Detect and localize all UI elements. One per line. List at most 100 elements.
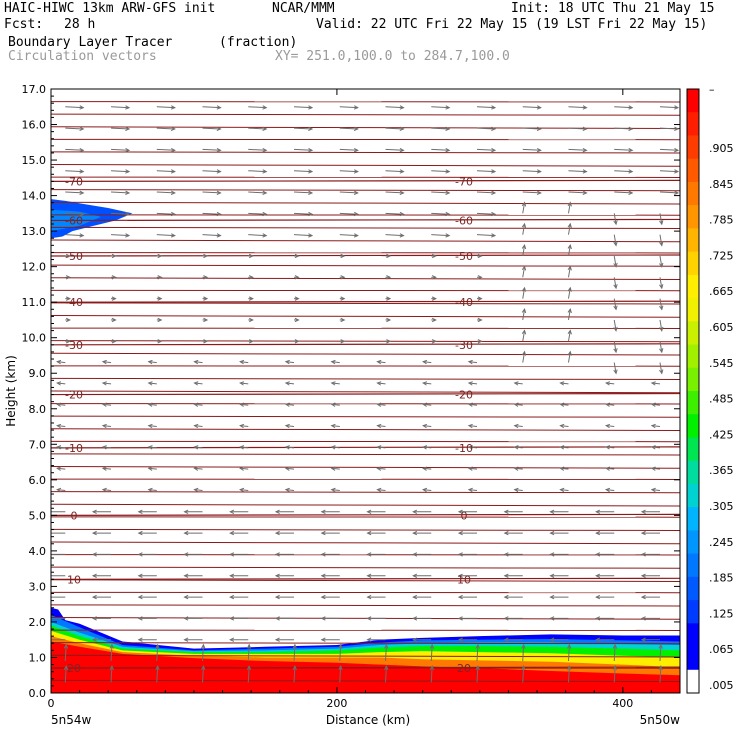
vector-arrowhead	[477, 339, 483, 344]
vector-arrowhead	[56, 381, 62, 386]
circulation-vector	[514, 425, 523, 428]
isotherm-line	[51, 164, 680, 167]
vector-arrowhead	[386, 296, 392, 301]
circulation-vector	[431, 191, 450, 194]
vector-arrowhead	[659, 241, 664, 247]
circulation-vector	[659, 277, 663, 289]
circulation-vector	[476, 666, 479, 683]
vector-arrowhead	[274, 573, 280, 578]
vector-arrowhead	[521, 329, 527, 335]
circulation-vector	[560, 467, 569, 470]
field-label: Boundary Layer Tracer	[8, 35, 173, 50]
vector-arrowhead	[467, 381, 473, 386]
vector-arrowhead	[308, 169, 314, 174]
circulation-vector	[385, 106, 404, 109]
vector-arrowhead	[125, 190, 131, 195]
circulation-vector	[614, 127, 633, 130]
vector-arrowhead	[399, 211, 405, 217]
circulation-vector	[385, 666, 387, 683]
circulation-vector	[613, 362, 617, 374]
circulation-vector	[247, 644, 250, 662]
vector-arrowhead	[386, 339, 392, 344]
vector-arrowhead	[445, 126, 451, 132]
vector-arrowhead	[659, 262, 664, 268]
circulation-vector	[285, 489, 295, 491]
vector-arrowhead	[429, 643, 435, 649]
circulation-vector	[240, 446, 249, 449]
circulation-vector	[423, 467, 432, 470]
circulation-vector	[293, 212, 313, 215]
vector-arrowhead	[284, 359, 290, 365]
vector-arrowhead	[262, 126, 268, 132]
vector-arrowhead	[366, 594, 372, 600]
y-tick-label: 7.0	[29, 438, 47, 451]
circulation-vector	[468, 489, 478, 491]
isotherm-line	[51, 277, 680, 281]
vector-arrowhead	[294, 317, 300, 323]
vector-arrowhead	[536, 105, 542, 110]
model-title: HAIC-HIWC 13km ARW-GFS init	[4, 1, 216, 16]
isotherm-line	[51, 340, 680, 343]
vector-arrowhead	[549, 594, 555, 600]
y-tick-label: 8.0	[29, 403, 47, 416]
circulation-vector	[606, 446, 615, 449]
circulation-vector	[431, 127, 450, 130]
circulation-vector	[614, 170, 633, 173]
vector-arrowhead	[101, 487, 107, 493]
isotherm-label: 10	[457, 573, 471, 586]
vector-arrowhead	[513, 445, 519, 450]
vector-arrowhead	[294, 339, 300, 344]
circulation-vector	[102, 382, 112, 385]
circulation-vector	[377, 446, 386, 449]
circulation-vector	[659, 644, 662, 662]
vector-arrowhead	[183, 530, 189, 536]
isotherm-line	[51, 390, 680, 394]
fcst-value: 28 h	[64, 17, 96, 32]
vector-arrowhead	[51, 638, 52, 642]
circulation-vector	[331, 446, 340, 449]
vector-arrowhead	[491, 211, 497, 217]
vector-arrowhead	[659, 220, 664, 226]
vector-arrowhead	[491, 105, 497, 110]
vector-arrowhead	[650, 466, 656, 471]
vector-arrowhead	[274, 637, 280, 642]
circulation-vector	[156, 644, 159, 662]
colorbar-swatch	[687, 460, 699, 485]
vector-arrowhead	[595, 616, 601, 621]
circulation-vector	[377, 425, 386, 428]
vector-arrowhead	[193, 445, 199, 450]
vector-arrowhead	[445, 190, 451, 195]
vector-arrowhead	[422, 402, 428, 407]
vector-arrowhead	[294, 275, 300, 280]
circulation-vector	[65, 106, 84, 109]
vector-arrowhead	[353, 211, 359, 217]
circulation-vector	[148, 382, 157, 385]
vector-arrowhead	[183, 616, 189, 621]
isotherm-line	[51, 528, 680, 531]
vector-arrowhead	[376, 402, 382, 407]
y-tick-label: 9.0	[29, 367, 47, 380]
vector-arrowhead	[445, 233, 451, 238]
vector-arrowhead	[203, 253, 209, 259]
vector-arrowhead	[101, 445, 107, 450]
circulation-vector	[285, 403, 295, 406]
vector-arrowhead	[659, 326, 664, 332]
colorbar-swatch	[687, 669, 699, 694]
circulation-vector	[202, 234, 221, 237]
vector-arrowhead	[475, 664, 480, 671]
vector-arrowhead	[650, 423, 656, 429]
vector-arrowhead	[567, 286, 572, 292]
circulation-vector	[331, 361, 340, 364]
isotherm-line	[51, 679, 680, 682]
vector-arrowhead	[431, 253, 437, 259]
circulation-vector	[476, 170, 496, 173]
circulation-vector	[102, 467, 112, 470]
circulation-vector	[57, 467, 66, 470]
circulation-vector	[431, 234, 450, 237]
vector-arrowhead	[340, 339, 346, 344]
circulation-vector	[522, 351, 526, 363]
colorbar-swatch	[687, 414, 699, 438]
vector-arrowhead	[216, 126, 222, 132]
vector-arrowhead	[674, 147, 680, 153]
circulation-vector	[514, 467, 523, 470]
